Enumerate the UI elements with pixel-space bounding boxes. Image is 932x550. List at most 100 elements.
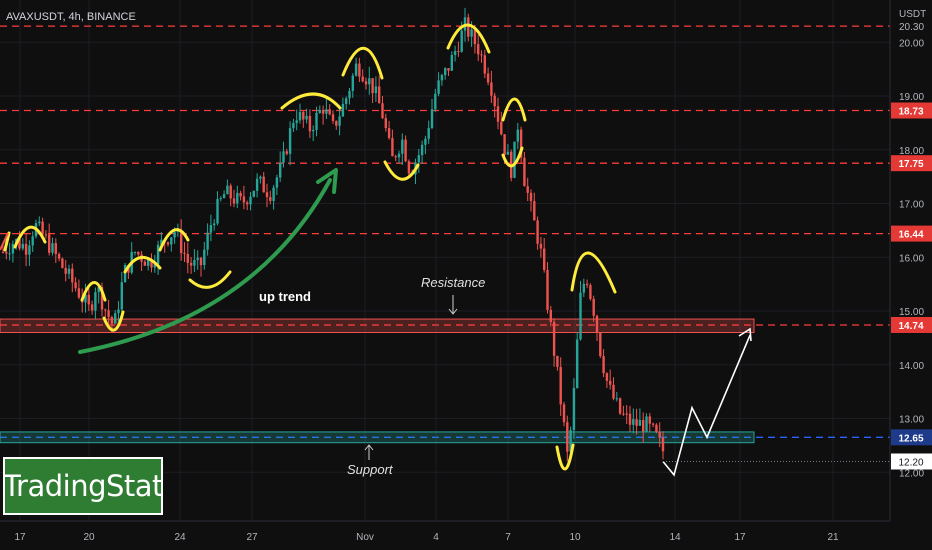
horizontal-levels bbox=[0, 25, 890, 438]
candle-body bbox=[576, 339, 579, 389]
candle-body bbox=[348, 90, 351, 99]
candle-body bbox=[470, 29, 473, 37]
candle-body bbox=[64, 267, 67, 274]
candle-body bbox=[5, 252, 8, 254]
candle-body bbox=[493, 95, 496, 107]
candle-body bbox=[285, 151, 288, 154]
candle-body bbox=[117, 309, 120, 314]
candle-body bbox=[160, 239, 163, 245]
currency-label: USDT bbox=[899, 9, 926, 20]
candle-body bbox=[28, 245, 31, 255]
candle-body bbox=[226, 185, 229, 195]
y-tick-label: 15.00 bbox=[899, 307, 924, 318]
candle-body bbox=[255, 178, 259, 191]
highlight-curve bbox=[123, 256, 162, 274]
candle-body bbox=[358, 63, 361, 77]
candle-body bbox=[90, 304, 94, 311]
candle-body bbox=[648, 416, 651, 424]
candle-body bbox=[279, 162, 282, 178]
candle-body bbox=[387, 128, 391, 139]
candle-body bbox=[321, 109, 325, 114]
candle-body bbox=[252, 190, 255, 197]
candle-body bbox=[368, 78, 371, 85]
y-tick-label: 20.00 bbox=[899, 38, 924, 49]
highlight-curve bbox=[158, 228, 190, 252]
candle-body bbox=[183, 252, 186, 254]
time-axis-bg bbox=[0, 521, 932, 550]
price-label: 18.73 bbox=[898, 107, 923, 118]
highlight-curve bbox=[446, 23, 491, 54]
price-label: 14.74 bbox=[898, 321, 923, 332]
candle-body bbox=[401, 139, 404, 154]
candle-body bbox=[645, 416, 648, 432]
x-tick-label: 27 bbox=[246, 532, 258, 543]
candle-body bbox=[585, 283, 589, 286]
candle-body bbox=[8, 253, 11, 255]
candle-body bbox=[325, 109, 328, 114]
candle-body bbox=[513, 141, 516, 178]
price-label-bg bbox=[891, 225, 932, 242]
candle-body bbox=[288, 128, 292, 154]
y-tick-label: 20.30 bbox=[899, 22, 924, 33]
candle-body bbox=[236, 192, 239, 204]
candle-body bbox=[110, 317, 114, 324]
candle-body bbox=[318, 109, 321, 113]
candle-body bbox=[259, 176, 262, 179]
candle-body bbox=[486, 73, 490, 83]
highlight-curve bbox=[501, 146, 524, 168]
candle-body bbox=[420, 144, 424, 156]
candle-body bbox=[658, 431, 661, 438]
candle-body bbox=[424, 138, 427, 145]
candle-body bbox=[196, 257, 199, 261]
candle-body bbox=[447, 68, 450, 71]
candle-body bbox=[123, 265, 127, 283]
candle-body bbox=[305, 115, 308, 120]
candle-body bbox=[87, 294, 90, 305]
candle-body bbox=[302, 112, 305, 120]
logo-text: TradingStat bbox=[3, 469, 163, 503]
candle-body bbox=[519, 129, 523, 158]
candle-body bbox=[295, 120, 298, 123]
candle-body bbox=[595, 315, 599, 333]
candle-body bbox=[269, 197, 272, 201]
candle-body bbox=[407, 161, 411, 174]
candle-body bbox=[477, 44, 480, 55]
candle-body bbox=[391, 138, 394, 157]
uptrend-label: up trend bbox=[259, 289, 311, 304]
candle-body bbox=[556, 355, 559, 368]
y-tick-label: 18.00 bbox=[899, 146, 924, 157]
candle-body bbox=[275, 177, 279, 188]
candle-body bbox=[147, 259, 150, 266]
last-price-label: 12.20 bbox=[898, 458, 923, 469]
candle-body bbox=[618, 398, 622, 414]
candle-body bbox=[114, 313, 117, 324]
candle-body bbox=[57, 253, 61, 259]
annotations: Resistance Support up trend bbox=[259, 275, 485, 477]
highlight-curve bbox=[188, 270, 232, 289]
candle-body bbox=[434, 93, 437, 110]
candle-body bbox=[71, 268, 74, 283]
candle-body bbox=[213, 223, 216, 226]
candle-body bbox=[24, 243, 28, 255]
y-tick-label: 16.00 bbox=[899, 253, 924, 264]
candle-body bbox=[529, 192, 533, 202]
price-label: 17.75 bbox=[898, 159, 923, 170]
candle-body bbox=[552, 321, 556, 356]
candle-body bbox=[189, 262, 193, 266]
candle-body bbox=[543, 248, 546, 270]
candle-body bbox=[483, 55, 486, 74]
candle-body bbox=[282, 151, 285, 163]
candle-body bbox=[460, 30, 463, 52]
candle-body bbox=[635, 419, 638, 426]
candle-body bbox=[628, 413, 632, 425]
candle-body bbox=[622, 413, 625, 415]
trend-curve bbox=[78, 178, 332, 354]
candle-body bbox=[84, 294, 87, 303]
candle-body bbox=[312, 130, 315, 132]
candle-body bbox=[331, 114, 335, 121]
support-label: Support bbox=[347, 462, 394, 477]
candle-body bbox=[506, 151, 510, 155]
candle-body bbox=[546, 269, 549, 310]
candle-body bbox=[232, 198, 236, 204]
